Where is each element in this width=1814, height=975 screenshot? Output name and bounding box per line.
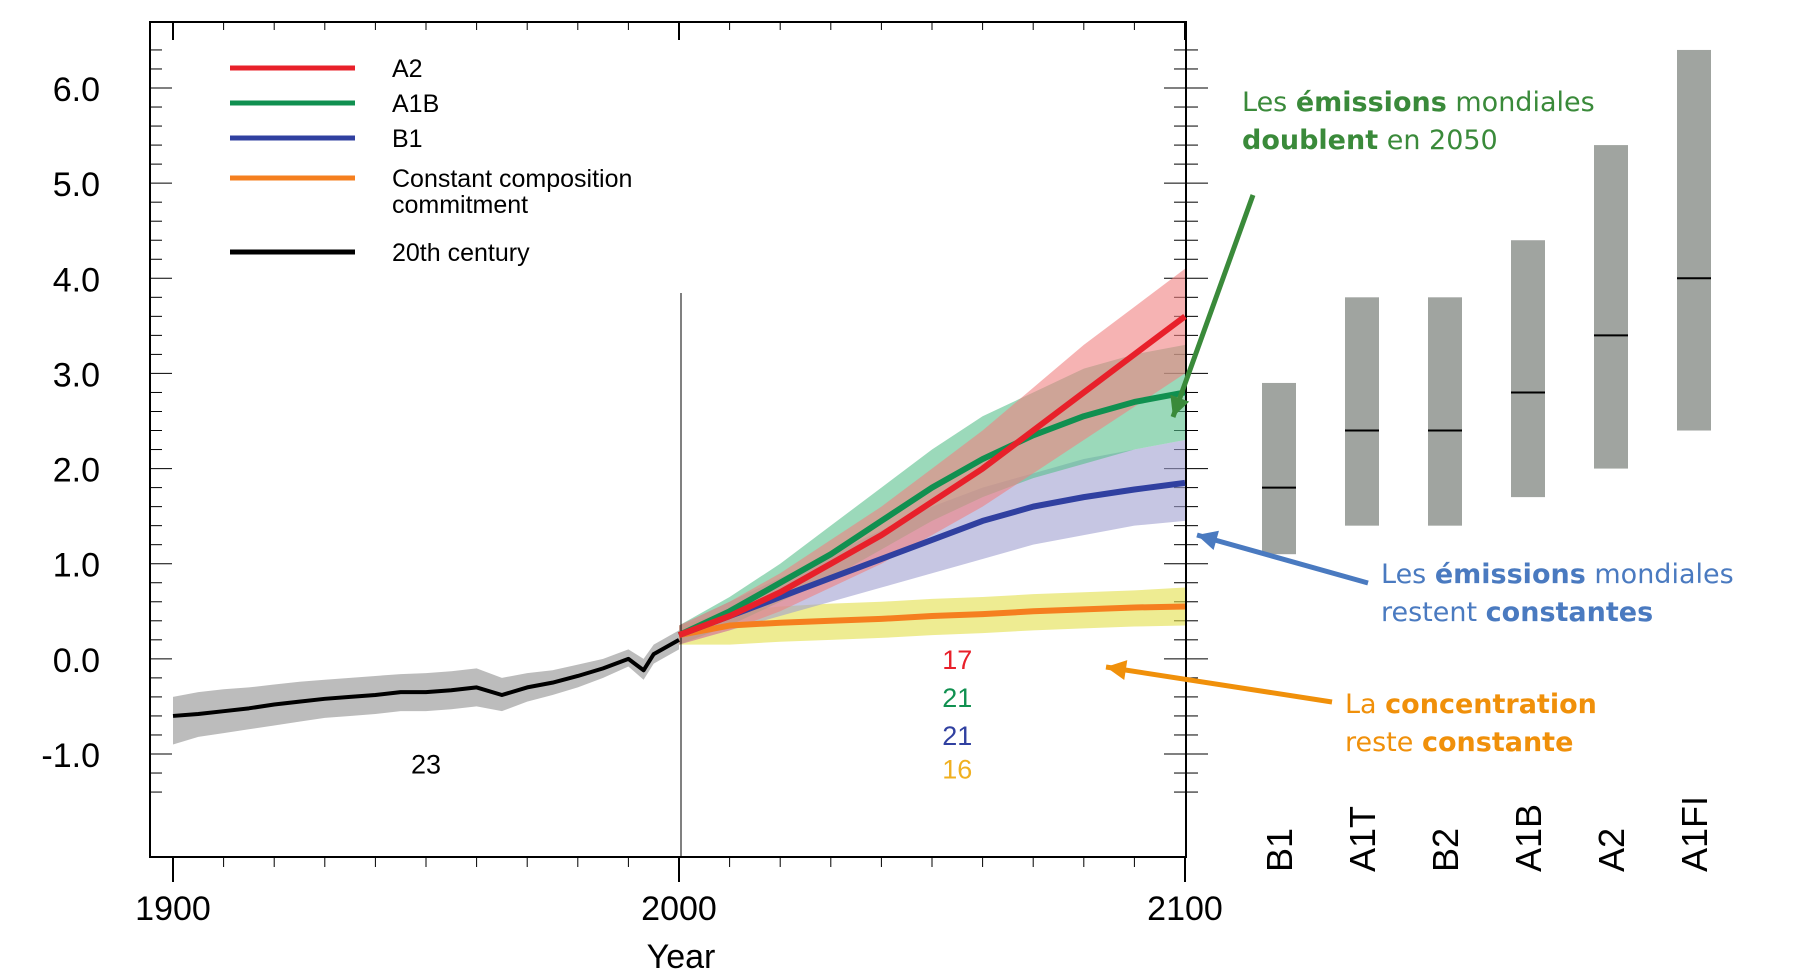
- model-count: 16: [942, 754, 972, 784]
- legend-label: A2: [392, 55, 423, 83]
- legend-label: Constant composition: [392, 165, 632, 193]
- legend-label: B1: [392, 125, 423, 153]
- y-tick-label: 4.0: [53, 261, 100, 299]
- x-tick-label: 1900: [135, 890, 211, 928]
- model-count: 21: [942, 683, 972, 713]
- x-axis-label: Year: [647, 938, 716, 975]
- annotation-green: Les émissions mondiales doublent en 2050: [1242, 84, 1595, 160]
- legend-label: 20th century: [392, 239, 530, 267]
- y-tick-label: -1.0: [41, 737, 100, 775]
- annotation-blue: Les émissions mondiales restent constant…: [1381, 556, 1734, 632]
- y-tick-label: 0.0: [53, 642, 100, 680]
- bar-category-label: B1: [1259, 828, 1300, 872]
- model-count: 17: [942, 645, 972, 675]
- range-bar-b1: [1262, 383, 1296, 554]
- range-bar-a1fi: [1677, 50, 1711, 431]
- bar-category-label: A1B: [1508, 804, 1549, 872]
- x-axis-tick-labels: 1900 2000 2100: [135, 890, 1223, 928]
- bar-category-label: A1T: [1342, 806, 1383, 872]
- model-count: 21: [942, 721, 972, 751]
- y-tick-label: 1.0: [53, 547, 100, 585]
- model-count: 23: [411, 750, 441, 780]
- band-20th-century: [173, 630, 679, 744]
- y-tick-label: 3.0: [53, 356, 100, 394]
- range-bar-b2: [1428, 297, 1462, 525]
- y-tick-label: 2.0: [53, 452, 100, 490]
- y-tick-label: 5.0: [53, 166, 100, 204]
- bar-category-label: B2: [1425, 828, 1466, 872]
- range-bar-a2: [1594, 145, 1628, 468]
- annotation-arrow: [1106, 667, 1332, 702]
- y-axis-tick-labels: -1.0 0.0 1.0 2.0 3.0 4.0 5.0 6.0: [41, 71, 100, 775]
- annotation-arrowhead: [1106, 660, 1127, 680]
- bar-category-label: A1FI: [1674, 796, 1715, 872]
- range-bar-a1t: [1345, 297, 1379, 525]
- annotation-orange: La concentration reste constante: [1345, 686, 1597, 762]
- bar-category-label: A2: [1591, 828, 1632, 872]
- legend-label: A1B: [392, 90, 439, 118]
- x-tick-label: 2100: [1147, 890, 1223, 928]
- x-tick-label: 2000: [641, 890, 717, 928]
- y-tick-label: 6.0: [53, 71, 100, 109]
- legend-label: commitment: [392, 191, 528, 219]
- range-bar-a1b: [1511, 240, 1545, 497]
